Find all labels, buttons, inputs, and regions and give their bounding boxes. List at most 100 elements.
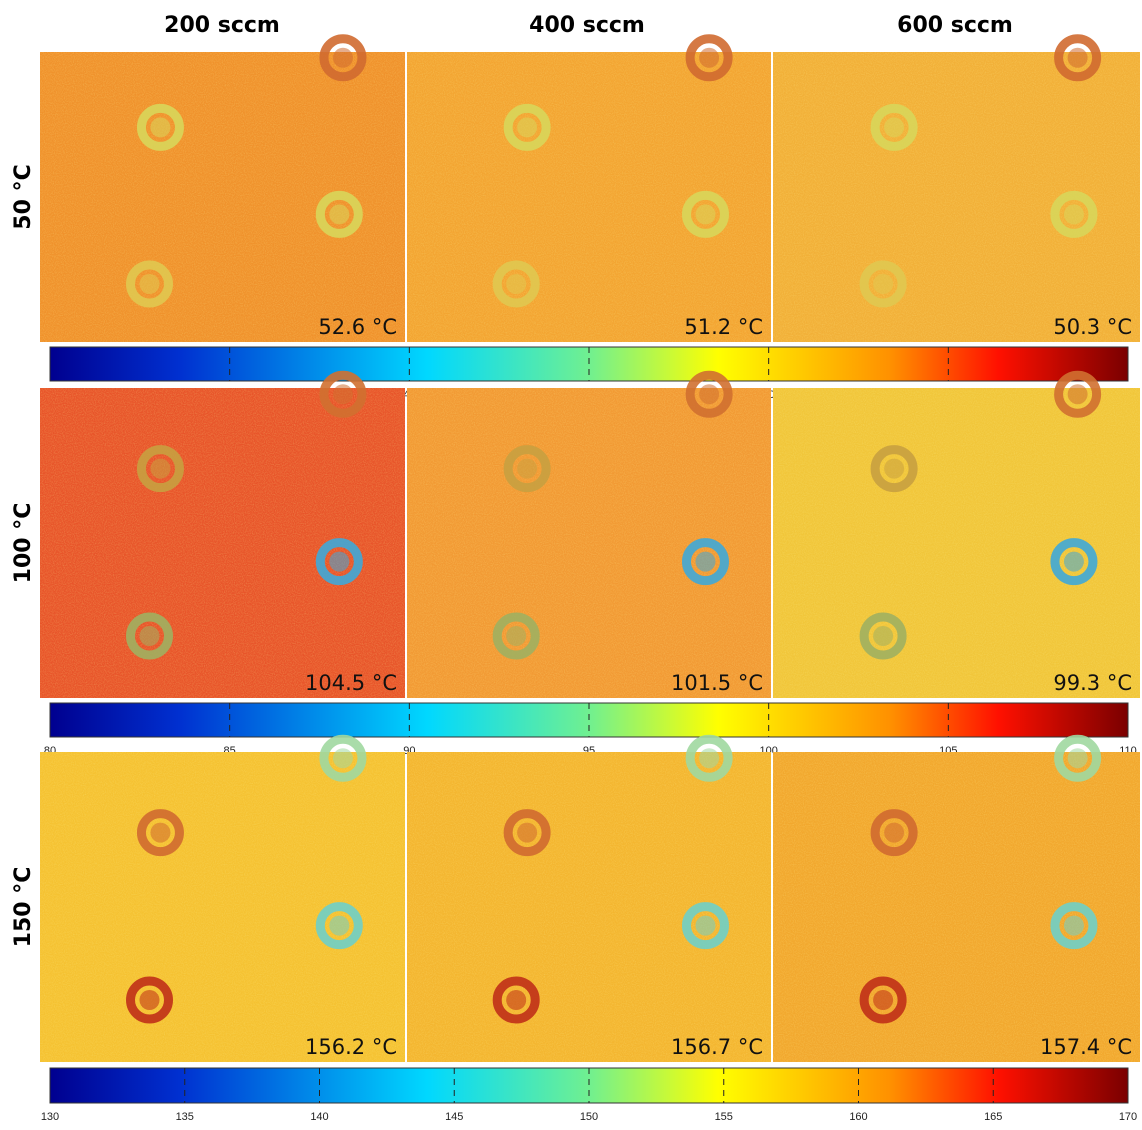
sample-spot-core [329, 915, 350, 936]
colorbar-tick-label: 170 [1119, 1111, 1137, 1123]
sample-spot-core [695, 204, 716, 225]
sample-spot [681, 902, 729, 950]
sample-spot-core [884, 822, 905, 843]
sample-spot [685, 34, 733, 82]
sample-spot [685, 734, 733, 782]
sample-spot-core [699, 384, 720, 405]
sample-spot [870, 809, 918, 857]
sample-spot [126, 260, 173, 308]
sample-spot-core [517, 117, 538, 138]
column-header: 400 sccm [529, 13, 645, 38]
sample-spot [319, 370, 367, 418]
row-label: 100 °C [11, 503, 36, 584]
sample-spot [136, 809, 184, 857]
thermal-image [773, 370, 1140, 698]
sample-spot-core [517, 458, 538, 479]
sample-spot [126, 612, 173, 660]
sample-spot-core [150, 117, 171, 138]
temperature-label: 157.4 °C [1040, 1035, 1132, 1059]
sample-spot-core [873, 990, 894, 1010]
sample-spot [492, 260, 540, 308]
sample-spot-core [506, 274, 527, 294]
colorbar-tick-label: 145 [445, 1111, 463, 1123]
sample-spot [681, 190, 729, 238]
sample-spot [503, 445, 551, 493]
temperature-label: 99.3 °C [1053, 671, 1132, 695]
sample-spot-core [699, 748, 720, 769]
sample-spot [503, 103, 551, 151]
sample-spot [859, 260, 907, 308]
sample-spot [319, 734, 367, 782]
sample-spot [136, 445, 184, 493]
temperature-label: 156.2 °C [305, 1035, 397, 1059]
sample-spot-core [332, 47, 353, 68]
sample-spot [319, 34, 367, 82]
sample-spot-core [332, 748, 353, 769]
temperature-label: 51.2 °C [684, 315, 763, 339]
sample-spot [315, 902, 363, 950]
colorbar-tick-label: 135 [176, 1111, 194, 1123]
colorbar-tick-label: 160 [849, 1111, 867, 1123]
temperature-label: 156.7 °C [671, 1035, 763, 1059]
sample-spot-core [150, 458, 171, 479]
sample-spot [1050, 190, 1098, 238]
sample-spot [503, 809, 551, 857]
sample-spot-core [884, 458, 905, 479]
sample-spot-core [139, 626, 160, 646]
sample-spot [1050, 902, 1098, 950]
sample-spot-core [139, 990, 160, 1010]
sample-spot [136, 103, 184, 151]
sample-spot-core [1063, 204, 1084, 225]
sample-spot [859, 612, 907, 660]
colorbar-tick-label: 155 [715, 1111, 733, 1123]
row-label: 50 °C [11, 164, 36, 229]
colorbar-tick-label: 165 [984, 1111, 1002, 1123]
temperature-label: 52.6 °C [318, 315, 397, 339]
temperature-label: 104.5 °C [305, 671, 397, 695]
sample-spot [315, 538, 363, 586]
sample-spot-core [1063, 551, 1084, 572]
sample-spot-core [517, 822, 538, 843]
sample-spot [1054, 34, 1102, 82]
sample-spot-core [1067, 748, 1088, 769]
column-header: 600 sccm [897, 13, 1013, 38]
thermal-image [773, 734, 1140, 1062]
sample-spot-core [1067, 47, 1088, 68]
sample-spot [1054, 734, 1102, 782]
sample-spot [1050, 538, 1098, 586]
sample-spot [870, 103, 918, 151]
sample-spot-core [506, 626, 527, 646]
sample-spot-core [695, 915, 716, 936]
sample-spot [681, 538, 729, 586]
sample-spot-core [1067, 384, 1088, 405]
sample-spot [492, 976, 540, 1024]
thermal-image [407, 370, 771, 698]
sample-spot [492, 612, 540, 660]
thermal-image [407, 734, 771, 1062]
sample-spot-core [329, 204, 350, 225]
colorbar-tick-label: 130 [41, 1111, 59, 1123]
thermal-image [40, 34, 405, 342]
sample-spot [870, 445, 918, 493]
sample-spot-core [150, 822, 171, 843]
thermal-image [40, 370, 405, 698]
sample-spot-core [329, 551, 350, 572]
sample-spot-core [139, 274, 160, 294]
colorbar-tick-label: 140 [310, 1111, 328, 1123]
sample-spot [315, 190, 363, 238]
row-label: 150 °C [11, 867, 36, 948]
temperature-label: 101.5 °C [671, 671, 763, 695]
column-header: 200 sccm [164, 13, 280, 38]
sample-spot-core [884, 117, 905, 138]
thermal-image [40, 734, 405, 1062]
sample-spot-core [506, 990, 527, 1010]
colorbar-tick-label: 150 [580, 1111, 598, 1123]
sample-spot-core [873, 274, 894, 294]
sample-spot [685, 370, 733, 418]
temperature-label: 50.3 °C [1053, 315, 1132, 339]
thermal-image [407, 34, 771, 342]
sample-spot-core [873, 626, 894, 646]
sample-spot [1054, 370, 1102, 418]
sample-spot-core [699, 47, 720, 68]
